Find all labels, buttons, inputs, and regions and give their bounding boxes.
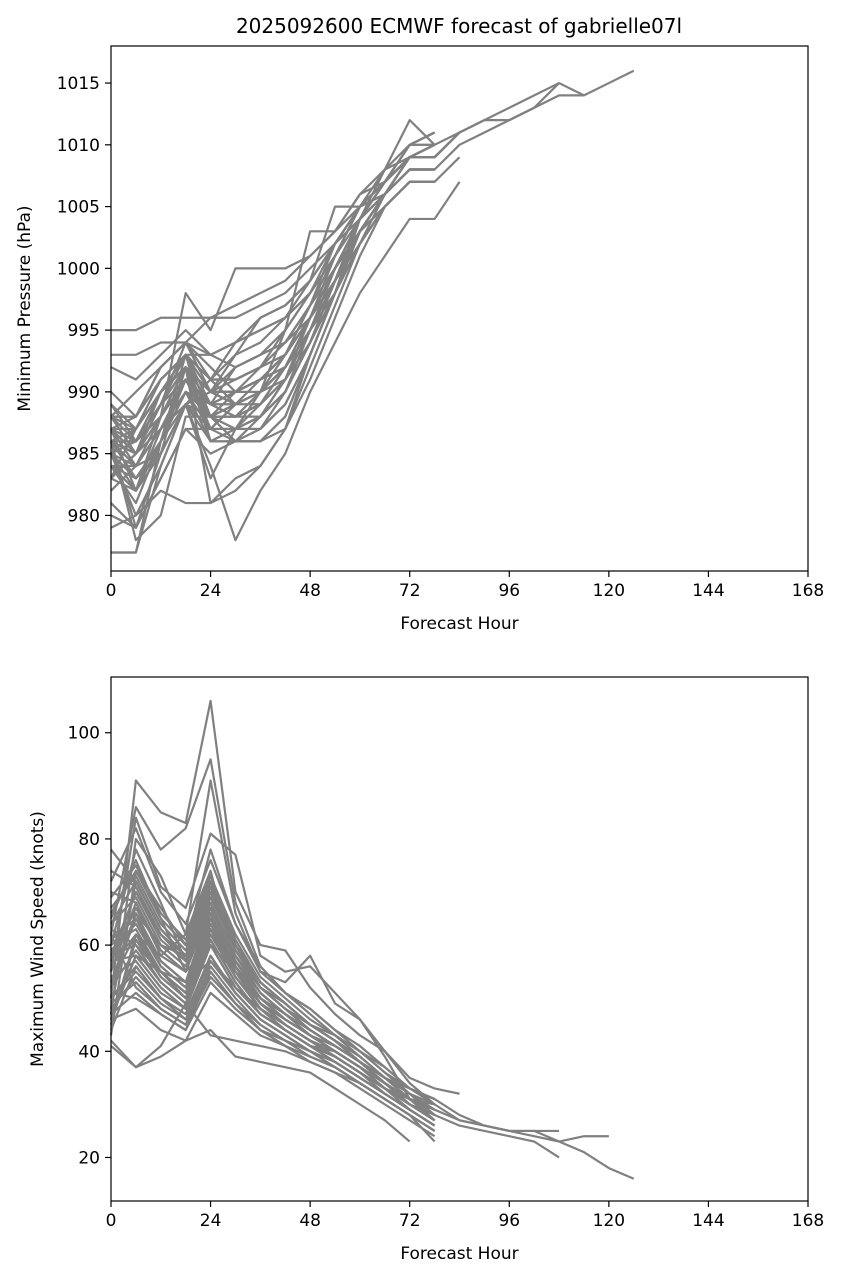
pressure-xtick-label: 72 [399,581,421,601]
wind-xtick-label: 24 [200,1211,222,1231]
wind-ytick-label: 100 [68,724,100,744]
wind-xtick-label: 120 [593,1211,625,1231]
wind-xtick-label: 144 [692,1211,724,1231]
pressure-ytick-label: 1000 [57,259,100,279]
pressure-series-member-01 [111,69,635,332]
pressure-series-group [109,69,635,554]
wind-series-member-51 [110,938,411,1111]
pressure-xtick-label: 120 [593,581,625,601]
wind-ytick-label: 60 [78,936,100,956]
pressure-series-member-45 [110,205,386,443]
pressure-series-member-19 [110,143,436,381]
chart-title: 2025092600 ECMWF forecast of gabrielle07… [236,14,682,38]
wind-xtick-label: 168 [792,1211,824,1231]
pressure-xtick-label: 144 [692,581,724,601]
wind-xtick-label: 48 [299,1211,321,1231]
wind-series-member-40 [110,1028,411,1143]
pressure-xtick-label: 24 [200,581,222,601]
wind-ytick-label: 20 [78,1148,100,1168]
pressure-series-member-50 [110,205,386,529]
wind-series-member-08 [109,816,436,1106]
wind-axes-frame [110,676,809,1202]
pressure-xtick-label: 96 [498,581,520,601]
pressure-series-member-42 [110,193,386,492]
pressure-series-member-39 [111,181,461,554]
pressure-xtick-label: 48 [299,581,321,601]
pressure-ytick-label: 1005 [57,198,100,218]
wind-xtick-label: 96 [498,1211,520,1231]
pressure-series-member-43 [110,193,386,431]
pressure-ytick-label: 990 [68,383,100,403]
wind-series-group [109,699,635,1180]
wind-series-member-47 [110,864,411,1100]
wind-xtick-label: 72 [399,1211,421,1231]
pressure-series-member-40 [109,193,386,529]
pressure-y-axis-label: Minimum Pressure (hPa) [15,205,35,411]
wind-ytick-label: 80 [78,830,100,850]
wind-x-axis-label: Forecast Hour [400,1244,518,1264]
pressure-plot: 0 24 48 72 96 120 144 168 980 985 990 995 1000 1005 10… [15,45,824,634]
pressure-x-axis-label: Forecast Hour [400,614,518,634]
wind-ytick-label: 40 [78,1042,100,1062]
wind-series-member-07 [109,779,436,1111]
wind-plot: 0 24 48 72 96 120 144 168 20 40 60 80 100 Forecast Ho… [28,676,824,1264]
pressure-xtick-label: 0 [106,581,117,601]
wind-series-member-45 [110,880,411,1100]
pressure-ytick-label: 1015 [57,74,100,94]
wind-series-member-38 [110,991,436,1138]
wind-series-member-05 [109,699,460,1095]
pressure-axes-frame [110,45,809,572]
pressure-series-member-51 [110,193,386,418]
wind-series-member-42 [110,827,411,1095]
wind-series-member-48 [110,970,411,1116]
pressure-ytick-label: 995 [68,321,100,341]
pressure-xtick-label: 168 [792,581,824,601]
wind-series-member-49 [110,917,411,1106]
pressure-ytick-label: 980 [68,506,100,526]
pressure-ytick-label: 985 [68,445,100,465]
wind-xtick-label: 0 [106,1211,117,1231]
pressure-ytick-label: 1010 [57,136,100,156]
wind-y-axis-label: Maximum Wind Speed (knots) [28,811,48,1067]
